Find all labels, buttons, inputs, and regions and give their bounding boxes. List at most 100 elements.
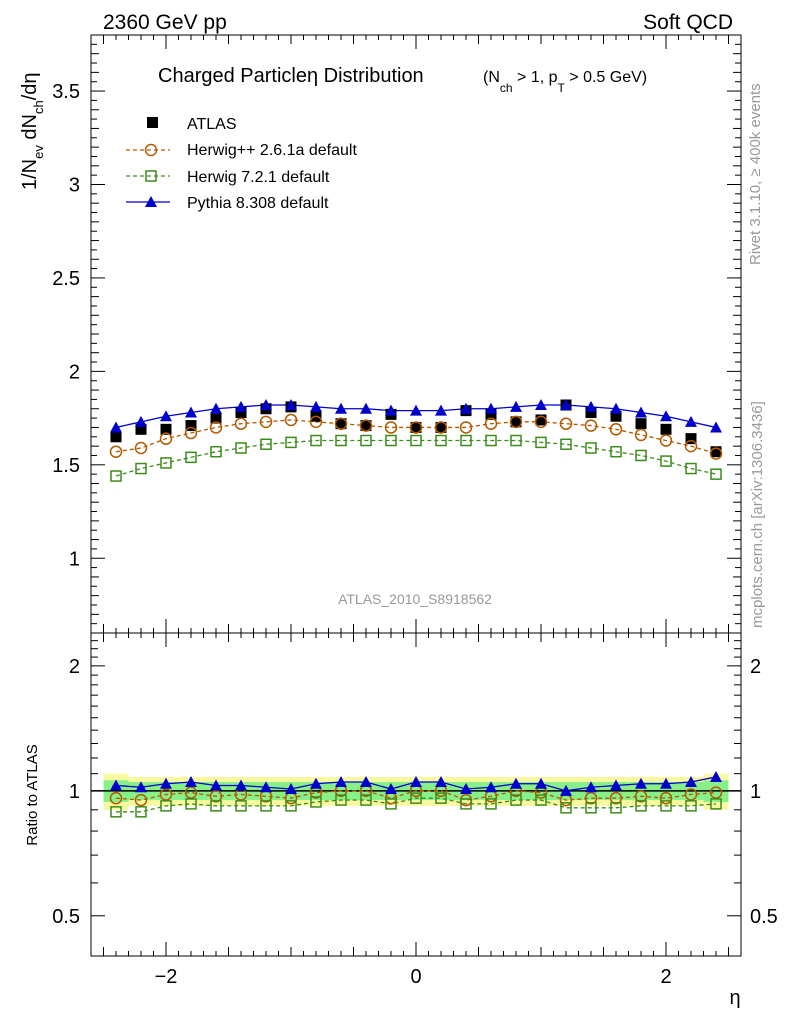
legend-atlas-marker: [147, 117, 158, 128]
ratio-point-pythia: [135, 781, 147, 793]
ratio-line-herwigpp: [115, 790, 717, 801]
point-herwig7: [460, 434, 472, 447]
point-pythia: [135, 415, 147, 427]
point-herwigpp: [609, 423, 623, 436]
ylabel-sub-ev: ev: [31, 145, 46, 159]
point-herwig7: [510, 434, 522, 447]
ratio-frame: [90, 632, 742, 957]
point-pythia: [410, 404, 422, 416]
point-herwig7: [710, 468, 722, 480]
ratio-point-herwig7: [385, 798, 397, 810]
ratio-point-herwigpp: [184, 786, 198, 799]
y-tick-label-right: 0.5: [750, 906, 778, 928]
point-herwig7: [210, 445, 222, 458]
ratio-point-herwig7: [560, 802, 572, 814]
point-herwigpp: [634, 428, 648, 442]
point-data: [335, 418, 347, 430]
ratio-point-pythia: [710, 770, 722, 782]
ratio-point-pythia: [435, 776, 447, 788]
point-pythia: [185, 406, 197, 418]
y-tick-label: 2: [69, 361, 80, 383]
point-pythia: [460, 402, 472, 414]
point-data: [585, 406, 597, 418]
y-tick-label: 1.5: [52, 455, 80, 477]
chart-title: Charged Particleη Distribution: [158, 65, 424, 87]
ratio-point-herwig7: [685, 800, 697, 812]
ratio-point-herwig7: [260, 800, 272, 812]
ratio-point-pythia: [585, 781, 597, 793]
point-data: [535, 414, 547, 426]
point-herwigpp: [259, 415, 273, 429]
point-herwig7: [535, 436, 547, 449]
ratio-point-herwigpp: [209, 790, 223, 803]
point-pythia: [160, 410, 172, 422]
point-pythia: [310, 400, 322, 412]
ratio-point-pythia: [160, 777, 172, 789]
point-herwig7: [310, 434, 322, 447]
ratio-point-pythia: [210, 779, 222, 791]
title-cut-part: > 1, p: [513, 69, 558, 86]
point-herwigpp: [334, 417, 348, 430]
ratio-point-herwig7: [460, 798, 472, 810]
point-pythia: [510, 400, 522, 412]
point-herwigpp: [684, 439, 698, 453]
point-herwigpp: [209, 421, 223, 434]
legend-pythia-marker: [145, 196, 157, 207]
point-herwigpp: [559, 417, 573, 430]
point-data: [485, 408, 497, 420]
point-pythia: [235, 400, 247, 412]
ratio-point-herwigpp: [109, 791, 123, 805]
ratio-point-herwig7: [510, 794, 522, 806]
ratio-point-herwig7: [285, 800, 297, 812]
point-herwigpp: [284, 413, 298, 427]
y-tick-label: 1: [69, 548, 80, 570]
point-data: [610, 410, 622, 422]
ratio-point-pythia: [460, 783, 472, 795]
ratio-point-pythia: [110, 779, 122, 791]
ratio-point-herwig7: [160, 800, 172, 812]
point-data: [235, 406, 247, 418]
point-herwigpp: [134, 441, 148, 455]
point-herwigpp: [659, 434, 673, 447]
point-herwigpp: [159, 432, 173, 445]
point-data: [185, 420, 197, 432]
legend-herwig7-label: Herwig 7.2.1 default: [187, 169, 330, 186]
point-pythia: [710, 421, 722, 433]
point-pythia: [635, 406, 647, 418]
ratio-panel: 0.5 0.5 1 1 2 2 −2 0 2 Ratio to ATLAS η: [24, 632, 778, 1009]
point-pythia: [610, 402, 622, 414]
point-herwigpp: [509, 415, 523, 429]
ratio-point-herwigpp: [709, 786, 723, 799]
ratio-point-herwigpp: [609, 791, 623, 805]
main-x-ticks: [103, 35, 729, 633]
ratio-point-herwig7: [185, 798, 197, 810]
y-tick-label: 3.5: [52, 81, 80, 103]
ylabel-part: dN: [19, 114, 41, 145]
ratio-point-herwig7: [485, 798, 497, 810]
point-herwig7: [610, 445, 622, 458]
ratio-point-herwigpp: [684, 788, 698, 801]
ratio-point-pythia: [310, 777, 322, 789]
y-tick-label-right: 1: [750, 781, 761, 803]
point-herwig7: [560, 438, 572, 451]
point-herwig7: [685, 462, 697, 475]
ratio-point-pythia: [260, 781, 272, 793]
point-pythia: [585, 400, 597, 412]
rivet-label: Rivet 3.1.10, ≥ 400k events: [747, 83, 764, 265]
title-cut-part: (N: [483, 69, 500, 86]
legend-atlas-label: ATLAS: [187, 116, 237, 133]
x-tick-label: 2: [660, 966, 671, 988]
ratio-series-points: [109, 770, 723, 818]
ratio-point-herwig7: [435, 792, 447, 804]
ratio-point-herwig7: [710, 798, 722, 810]
point-herwig7: [185, 451, 197, 464]
ratio-point-herwig7: [135, 806, 147, 818]
ratio-point-herwig7: [210, 800, 222, 812]
point-data: [410, 421, 422, 433]
point-herwigpp: [484, 417, 498, 430]
point-data: [435, 421, 447, 433]
point-pythia: [360, 402, 372, 414]
point-herwig7: [660, 455, 672, 467]
point-herwig7: [110, 470, 122, 482]
ratio-point-pythia: [635, 777, 647, 789]
